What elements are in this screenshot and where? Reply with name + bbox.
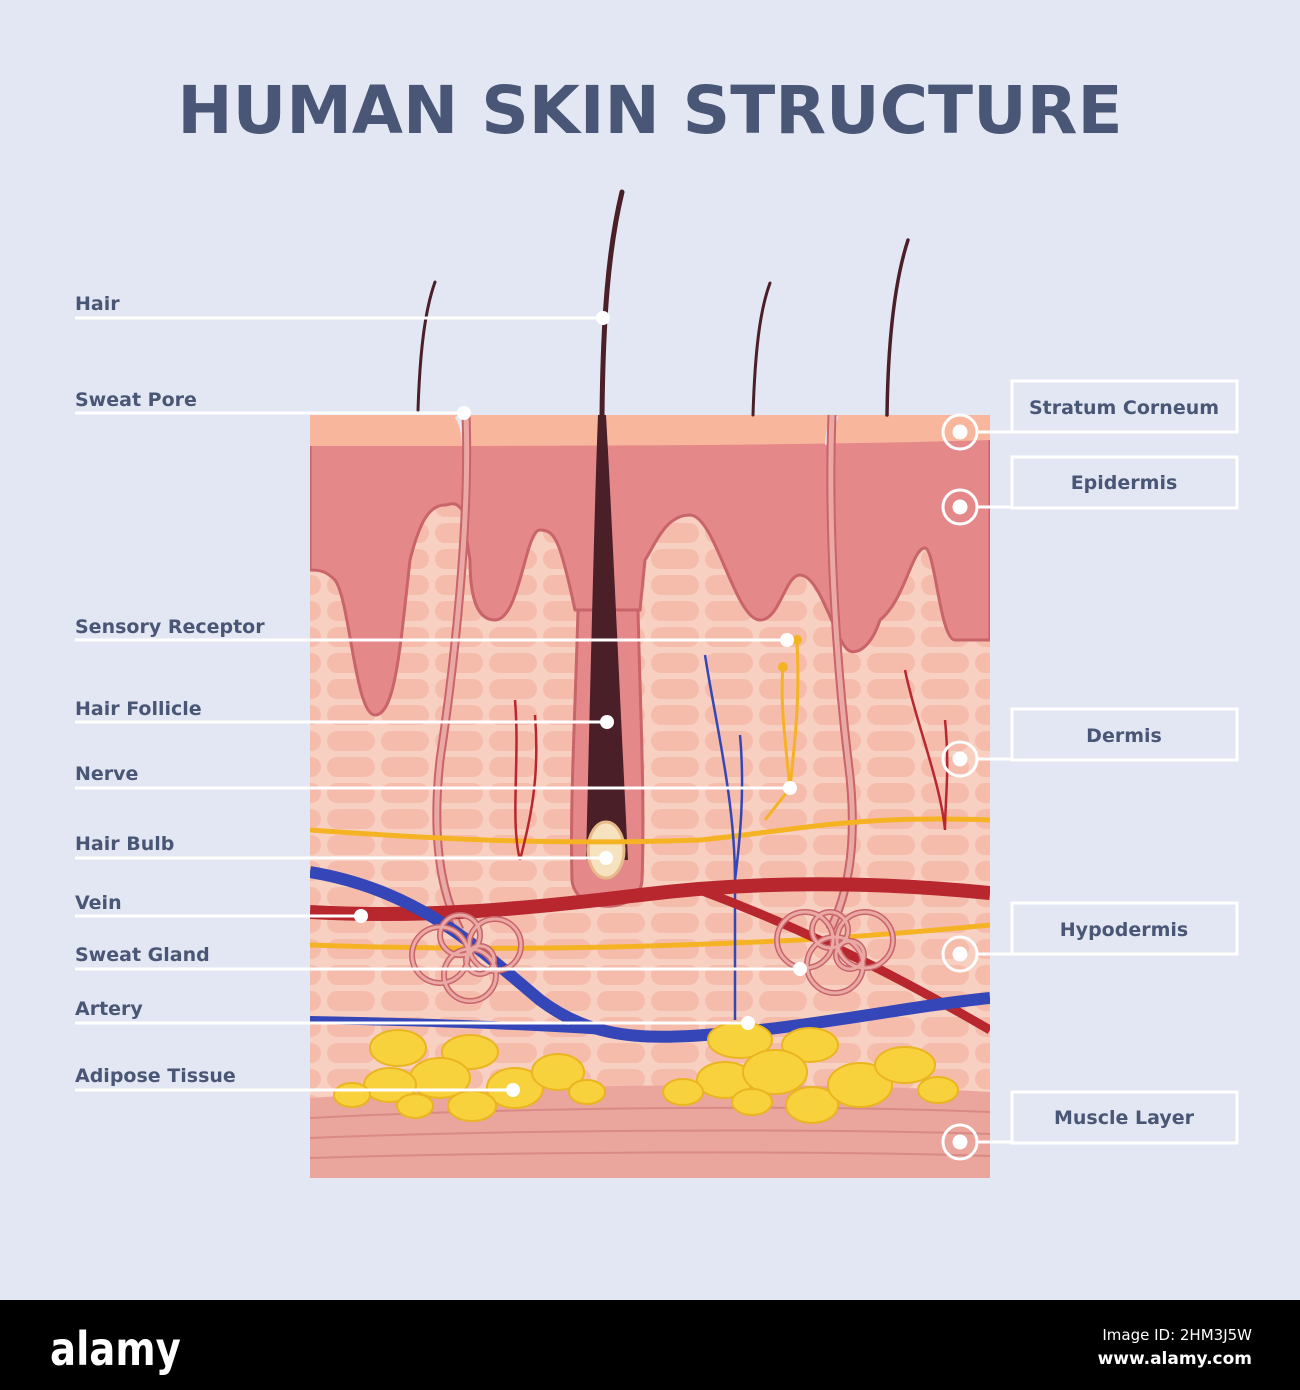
label-hair-follicle: Hair Follicle bbox=[75, 698, 614, 729]
label-hypodermis: Hypodermis bbox=[941, 901, 1239, 973]
svg-text:Artery: Artery bbox=[75, 998, 143, 1020]
left-labels: Hair Sweat Pore Sensory Receptor Hair Fo… bbox=[75, 293, 807, 1097]
label-nerve: Nerve bbox=[75, 763, 797, 795]
label-dermis: Dermis bbox=[941, 707, 1239, 778]
footer-bar bbox=[0, 1300, 1300, 1390]
footer-logo: alamy bbox=[50, 1324, 181, 1377]
svg-text:Hair Bulb: Hair Bulb bbox=[75, 833, 174, 855]
artery-vessel bbox=[310, 877, 990, 921]
svg-text:Muscle Layer: Muscle Layer bbox=[1054, 1107, 1195, 1129]
label-sweat-pore: Sweat Pore bbox=[75, 389, 471, 420]
label-sweat-gland: Sweat Gland bbox=[75, 944, 807, 976]
svg-text:Sweat Pore: Sweat Pore bbox=[75, 389, 197, 411]
skin-cross-section bbox=[310, 412, 990, 1178]
hair-shaft bbox=[586, 415, 628, 860]
svg-text:Stratum Corneum: Stratum Corneum bbox=[1029, 397, 1219, 419]
svg-text:Hair: Hair bbox=[75, 293, 120, 315]
svg-text:Hypodermis: Hypodermis bbox=[1060, 919, 1188, 941]
svg-text:Sweat Gland: Sweat Gland bbox=[75, 944, 210, 966]
label-artery: Artery bbox=[75, 998, 755, 1030]
label-hair: Hair bbox=[75, 293, 610, 325]
svg-text:Sensory Receptor: Sensory Receptor bbox=[75, 616, 265, 638]
label-adipose-tissue: Adipose Tissue bbox=[75, 1065, 520, 1097]
label-stratum-corneum: Stratum Corneum bbox=[941, 379, 1239, 451]
svg-text:Nerve: Nerve bbox=[75, 763, 138, 785]
label-vein: Vein bbox=[75, 892, 368, 923]
footer-url[interactable]: www.alamy.com bbox=[1098, 1349, 1252, 1369]
label-hair-bulb: Hair Bulb bbox=[75, 833, 613, 865]
epidermis-layer bbox=[310, 428, 990, 717]
svg-text:Hair Follicle: Hair Follicle bbox=[75, 698, 202, 720]
stratum-corneum-layer bbox=[310, 415, 990, 446]
svg-text:Epidermis: Epidermis bbox=[1071, 472, 1178, 494]
hair-bulb bbox=[586, 820, 626, 880]
page-title: HUMAN SKIN STRUCTURE bbox=[177, 72, 1122, 149]
label-epidermis: Epidermis bbox=[941, 455, 1239, 526]
right-labels: Stratum Corneum Epidermis Dermis Hypoder… bbox=[941, 379, 1239, 1161]
adipose-tissue bbox=[333, 1021, 959, 1124]
surface-hairs bbox=[416, 189, 910, 418]
nerve-fiber bbox=[310, 816, 990, 845]
footer-image-id: Image ID: 2HM3J5W bbox=[1102, 1326, 1252, 1344]
svg-text:Adipose Tissue: Adipose Tissue bbox=[75, 1065, 236, 1087]
svg-text:Dermis: Dermis bbox=[1086, 725, 1162, 747]
svg-text:Vein: Vein bbox=[75, 892, 122, 914]
label-sensory-receptor: Sensory Receptor bbox=[75, 616, 794, 647]
vein-vessel bbox=[310, 866, 990, 1043]
label-muscle-layer: Muscle Layer bbox=[941, 1090, 1239, 1161]
